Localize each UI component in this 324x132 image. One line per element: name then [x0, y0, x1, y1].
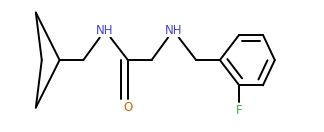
Text: NH: NH — [96, 24, 114, 37]
Text: NH: NH — [165, 24, 182, 37]
FancyBboxPatch shape — [98, 24, 112, 37]
Text: F: F — [236, 104, 242, 117]
FancyBboxPatch shape — [166, 24, 180, 37]
FancyBboxPatch shape — [123, 101, 133, 114]
Text: O: O — [123, 101, 133, 114]
FancyBboxPatch shape — [235, 105, 243, 116]
